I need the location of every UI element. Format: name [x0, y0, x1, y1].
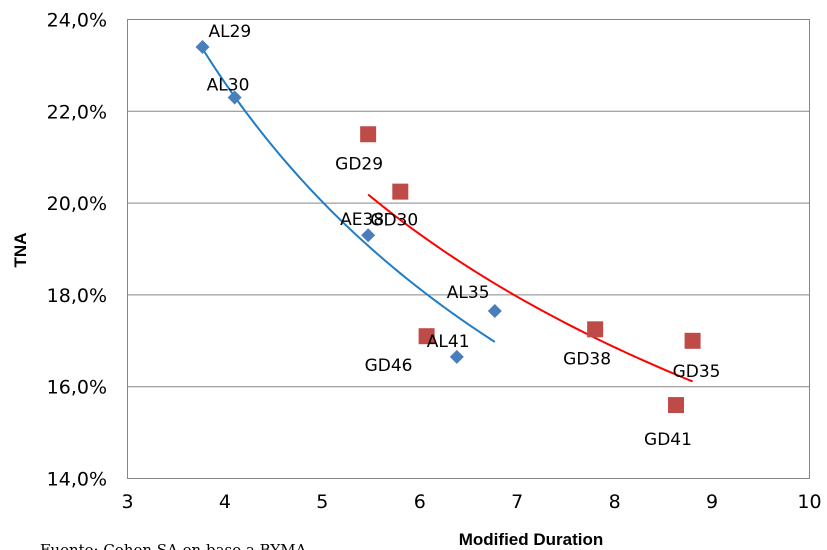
trendline-series-2 [367, 193, 693, 383]
trendlines [201, 48, 693, 383]
y-tick-label: 22,0% [47, 101, 107, 123]
x-tick-label: 10 [797, 491, 821, 513]
x-tick-label: 9 [706, 491, 718, 513]
y-tick-label: 20,0% [47, 193, 107, 215]
data-label-al35: AL35 [447, 283, 490, 303]
marker-gd29 [360, 126, 377, 143]
marker-al29 [195, 40, 210, 55]
marker-al41 [449, 349, 464, 364]
x-tick-label: 5 [316, 491, 328, 513]
data-label-al41: AL41 [427, 332, 470, 352]
data-label-gd29: GD29 [335, 154, 383, 174]
source-note: Fuente: Cohen SA en base a BYMA [40, 541, 307, 550]
x-tick-label: 8 [609, 491, 621, 513]
x-axis-title: Modified Duration [459, 530, 603, 549]
data-label-gd30: GD30 [370, 211, 418, 231]
marker-gd30 [392, 183, 409, 200]
y-tick-label: 24,0% [47, 10, 107, 32]
data-label-al29: AL29 [209, 22, 252, 42]
data-label-gd46: GD46 [365, 356, 413, 376]
marker-al35 [487, 303, 502, 318]
x-tick-label: 6 [414, 491, 426, 513]
y-tick-label: 14,0% [47, 469, 107, 491]
y-axis-title: TNA [11, 233, 30, 268]
data-label-al30: AL30 [207, 76, 250, 96]
y-tick-label: 18,0% [47, 285, 107, 307]
marker-gd41 [668, 397, 685, 414]
plot-area [127, 19, 810, 479]
trendline-series-1 [201, 48, 496, 343]
data-markers [195, 40, 701, 414]
data-label-gd35: GD35 [673, 362, 721, 382]
y-tick-label: 16,0% [47, 377, 107, 399]
marker-ae38 [361, 228, 376, 243]
data-labels: AL29 AL30 AE38 AL35 AL41 GD29 GD30 GD46 GD38 GD35… [207, 22, 721, 450]
marker-al30 [227, 90, 242, 105]
marker-gd46 [418, 328, 435, 345]
tick-labels: 14,0% 16,0% 18,0% 20,0% 22,0% 24,0% 3 4 5 6 7 8 9 10 [47, 10, 822, 514]
data-label-gd38: GD38 [563, 349, 611, 369]
x-tick-label: 3 [121, 491, 133, 513]
data-label-gd41: GD41 [644, 430, 692, 450]
marker-gd38 [587, 321, 604, 338]
data-label-ae38: AE38 [340, 210, 384, 230]
marker-gd35 [684, 332, 701, 349]
x-tick-label: 4 [219, 491, 231, 513]
x-tick-label: 7 [511, 491, 523, 513]
